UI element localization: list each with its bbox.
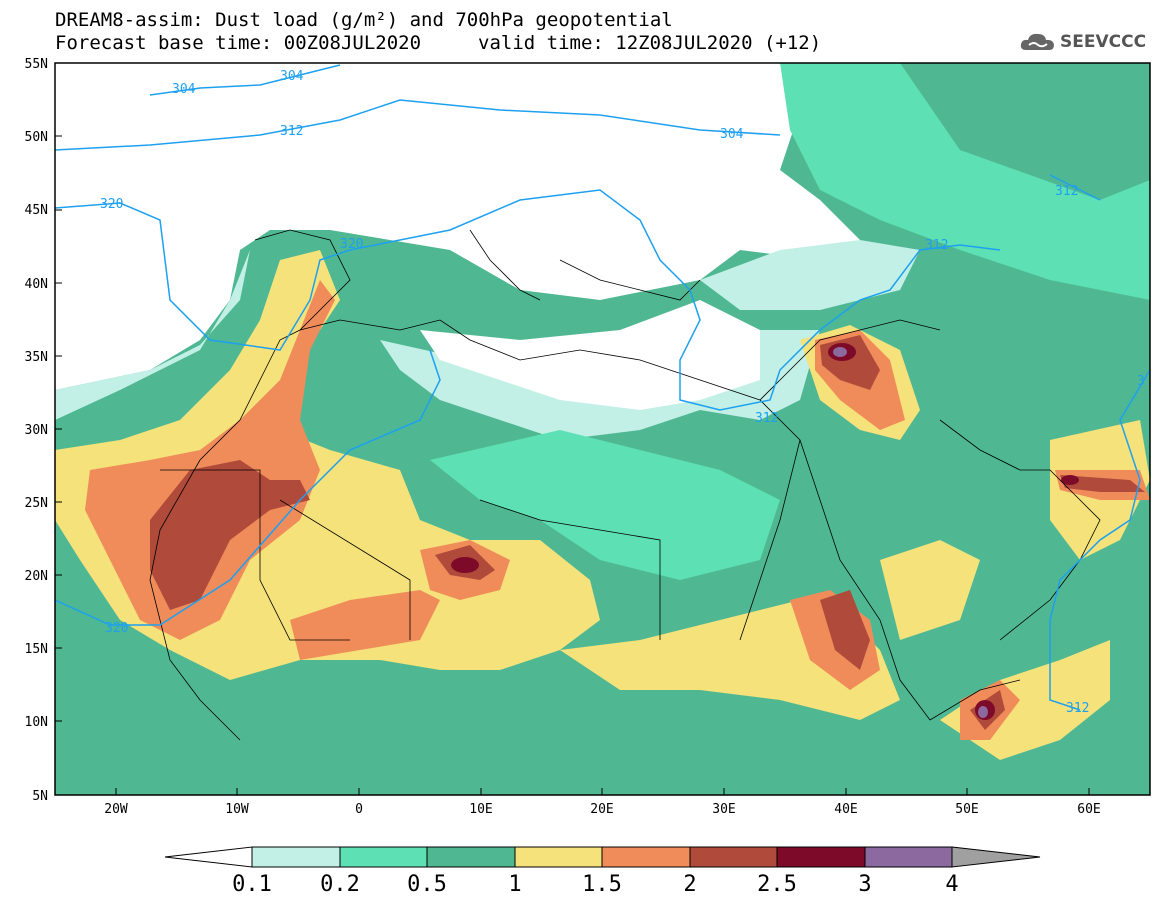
colorbar-low-arrow: [164, 846, 253, 868]
lat-label: 5N: [32, 789, 48, 804]
colorbar-swatch: [339, 846, 428, 868]
dust-area-arabia: [880, 540, 980, 640]
lon-label: 50E: [955, 802, 978, 817]
colorbar-label: 2.5: [757, 872, 797, 897]
lat-label: 45N: [25, 203, 48, 218]
colorbar-swatch: [251, 846, 341, 868]
lat-label: 40N: [25, 277, 48, 292]
colorbar-swatch: [601, 846, 691, 868]
lat-label: 50N: [25, 130, 48, 145]
dust-core-mali: [290, 590, 440, 660]
colorbar-swatch: [514, 846, 603, 868]
lon-label: 10W: [225, 802, 249, 817]
lon-label: 30E: [712, 802, 735, 817]
lat-label: 20N: [25, 569, 48, 584]
lat-label: 15N: [25, 642, 48, 657]
colorbar-label: 2: [683, 872, 697, 897]
colorbar-label: 4: [945, 872, 959, 897]
colorbar-label: 0.5: [407, 872, 447, 897]
contour-label: 312: [925, 238, 948, 253]
lowdust-area-north-atlantic: [55, 250, 250, 420]
dust-peak-oman: [1060, 475, 1145, 492]
colorbar-label: 3: [858, 872, 872, 897]
contour-label: 304: [172, 82, 196, 97]
contour-label: 320: [340, 237, 363, 252]
contour-label: 312: [280, 124, 303, 139]
colorbar-label: 1.5: [582, 872, 622, 897]
lon-label: 40E: [834, 802, 857, 817]
lat-label: 35N: [25, 350, 48, 365]
dust-max-iraq-inner: [833, 347, 847, 357]
contour-label: 312: [1055, 184, 1078, 199]
lat-label: 25N: [25, 496, 48, 511]
axis-ticks: [55, 62, 1090, 795]
map-title: DREAM8-assim: Dust load (g/m²) and 700hP…: [55, 9, 673, 31]
colorbar-swatch: [776, 846, 866, 868]
lowdust-area-black-sea: [700, 240, 920, 310]
cloud-logo-icon: [1020, 33, 1054, 50]
dust-max-mauritania: [175, 495, 205, 515]
colorbar-label: 0.2: [320, 872, 360, 897]
clear-area-med: [420, 300, 760, 410]
contour-label: 3: [1137, 374, 1145, 389]
geopotential-contours: [55, 64, 1150, 711]
contour-label: 320: [105, 621, 128, 636]
colorbar-swatch: [426, 846, 516, 868]
colorbar: [164, 846, 1041, 868]
lon-label: 20E: [590, 802, 613, 817]
latitude-labels: 55N 50N 45N 40N 35N 30N 25N 20N 15N 10N …: [25, 57, 48, 804]
colorbar-high-arrow: [951, 846, 1041, 868]
contour-label: 304: [720, 127, 744, 142]
lat-label: 10N: [25, 715, 48, 730]
logo-text: SEEVCCC: [1060, 32, 1147, 52]
lon-label: 20W: [104, 802, 128, 817]
lat-label: 30N: [25, 423, 48, 438]
lat-label: 55N: [25, 57, 48, 72]
dust-max-somalia-inner: [978, 706, 988, 718]
lon-label: 60E: [1077, 802, 1100, 817]
seevccc-logo: SEEVCCC: [1018, 28, 1158, 54]
longitude-labels: 20W 10W 0 10E 20E 30E 40E 50E 60E: [104, 802, 1100, 817]
contour-label: 312: [1066, 701, 1089, 716]
colorbar-label: 0.1: [232, 872, 272, 897]
colorbar-swatch: [864, 846, 953, 868]
dust-max-oman: [1061, 475, 1079, 485]
coastlines: [149, 229, 1101, 741]
contour-label: 320: [100, 197, 123, 212]
dust-core-morocco: [85, 280, 335, 640]
lon-label: 10E: [469, 802, 492, 817]
colorbar-label: 1: [508, 872, 522, 897]
contour-labels: 304 304 312 304 320 320 312 312 312 320 …: [100, 69, 1145, 716]
lowdust-area-russia: [780, 63, 1150, 300]
contour-label: 312: [755, 411, 778, 426]
contour-label: 304: [280, 69, 304, 84]
lon-label: 0: [355, 802, 363, 817]
colorbar-swatch: [689, 846, 778, 868]
forecast-base-time: Forecast base time: 00Z08JUL2020: [55, 32, 422, 54]
dust-max-niger: [451, 557, 479, 573]
dust-peak-sudan: [820, 590, 870, 670]
lowdust-area-east: [430, 430, 780, 580]
valid-time: valid time: 12Z08JUL2020 (+12): [478, 32, 822, 54]
